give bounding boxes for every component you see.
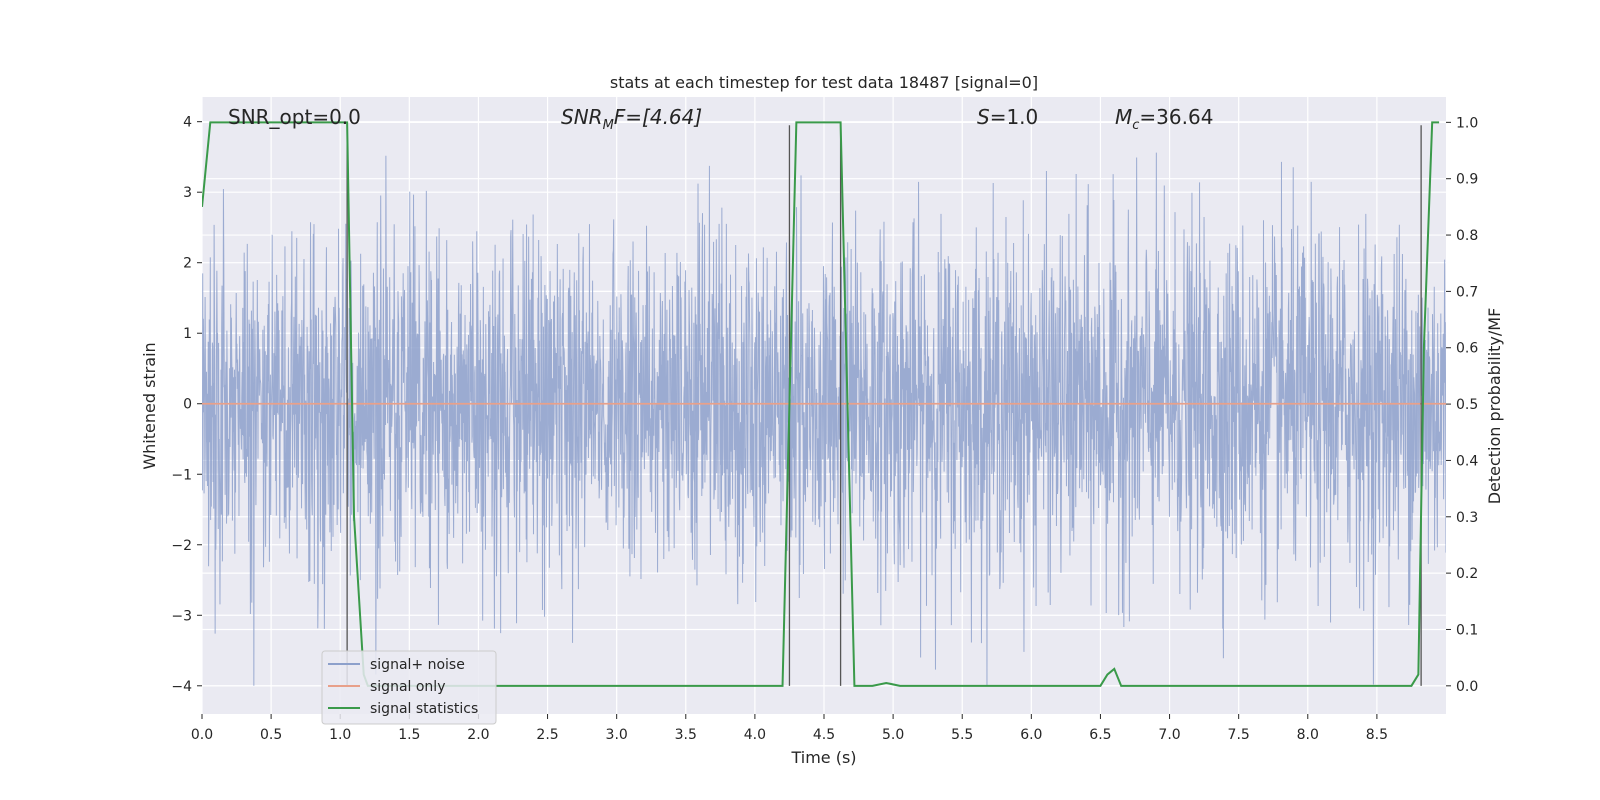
y-right-tick-label: 0.2 [1456, 566, 1478, 582]
x-tick-label: 4.0 [744, 727, 766, 743]
legend-box [321, 650, 497, 725]
y-right-tick-label: 1.0 [1456, 115, 1478, 131]
x-tick-label: 8.5 [1366, 727, 1388, 743]
x-tick-label: 0.5 [260, 727, 282, 743]
x-tick-label: 3.0 [606, 727, 628, 743]
y-axis-left-ticks: −4 −3 −2 −1 0 1 2 3 4 [171, 115, 202, 695]
y-left-tick-label: −1 [171, 467, 192, 483]
mc-sub: c [1132, 118, 1139, 133]
snr-mf-main: SNR [561, 105, 603, 129]
x-tick-label: 5.0 [882, 727, 904, 743]
mc-rest: =36.64 [1139, 105, 1213, 129]
s-main: S [977, 105, 990, 129]
y-left-tick-label: 0 [183, 397, 192, 413]
signal-statistics-series [202, 121, 1440, 687]
signal-statistics-line [202, 121, 1440, 687]
x-tick-label: 5.5 [951, 727, 973, 743]
x-tick-label: 0.0 [191, 727, 213, 743]
annotation-s: S=1.0 [977, 105, 1038, 129]
y-axis-right-label: Detection probability/MF [1485, 308, 1504, 505]
y-left-tick-label: 4 [183, 115, 192, 131]
x-tick-label: 8.0 [1297, 727, 1319, 743]
y-left-tick-label: 3 [183, 185, 192, 201]
y-left-tick-label: −2 [171, 538, 192, 554]
y-left-tick-label: 2 [183, 256, 192, 272]
x-tick-label: 2.5 [536, 727, 558, 743]
y-right-tick-label: 0.9 [1456, 172, 1478, 188]
y-right-tick-label: 0.3 [1456, 510, 1478, 526]
signal-noise-series [202, 152, 1446, 686]
mc-main: M [1115, 105, 1132, 129]
y-right-tick-label: 0.7 [1456, 284, 1478, 300]
signal-noise-line [202, 152, 1446, 686]
y-axis-left-label: Whitened strain [140, 342, 159, 469]
y-axis-right-ticks: 0.0 0.1 0.2 0.3 0.4 0.5 0.6 0.7 0.8 0.9 1.0 [1446, 115, 1478, 695]
chart-title: stats at each timestep for test data 184… [610, 73, 1038, 92]
x-axis-ticks: 0.0 0.5 1.0 1.5 2.0 2.5 3.0 3.5 4.0 4.5 5.0 5.5 6.0 6… [191, 714, 1388, 743]
y-right-tick-label: 0.1 [1456, 622, 1478, 638]
y-right-tick-label: 0.4 [1456, 453, 1478, 469]
annotation-snr-mf: SNRMF=[4.64] [561, 105, 702, 133]
x-axis-label: Time (s) [790, 748, 856, 767]
legend: signal+ noise signal only signal statist… [321, 650, 497, 725]
x-tick-label: 1.0 [329, 727, 351, 743]
y-left-tick-label: −3 [171, 608, 192, 624]
snr-mf-rest: F=[4.64] [614, 105, 702, 129]
legend-label-signal-only: signal only [370, 679, 445, 695]
y-right-tick-label: 0.6 [1456, 341, 1478, 357]
legend-label-signal-statistics: signal statistics [370, 701, 478, 717]
annotation-mc: Mc=36.64 [1115, 105, 1213, 133]
legend-label-signal-noise: signal+ noise [370, 657, 465, 673]
y-left-tick-label: −4 [171, 679, 192, 695]
x-tick-label: 3.5 [675, 727, 697, 743]
x-tick-label: 6.0 [1020, 727, 1042, 743]
x-tick-label: 4.5 [813, 727, 835, 743]
y-right-tick-label: 0.5 [1456, 397, 1478, 413]
x-tick-label: 2.0 [467, 727, 489, 743]
x-tick-label: 1.5 [398, 727, 420, 743]
y-right-tick-label: 0.8 [1456, 228, 1478, 244]
x-tick-label: 7.0 [1158, 727, 1180, 743]
snr-mf-sub: M [603, 118, 614, 133]
y-left-tick-label: 1 [183, 326, 192, 342]
annotation-snr-opt: SNR_opt=0.0 [228, 105, 361, 129]
y-right-tick-label: 0.0 [1456, 679, 1478, 695]
x-tick-label: 6.5 [1089, 727, 1111, 743]
s-rest: =1.0 [990, 105, 1039, 129]
x-tick-label: 7.5 [1228, 727, 1250, 743]
